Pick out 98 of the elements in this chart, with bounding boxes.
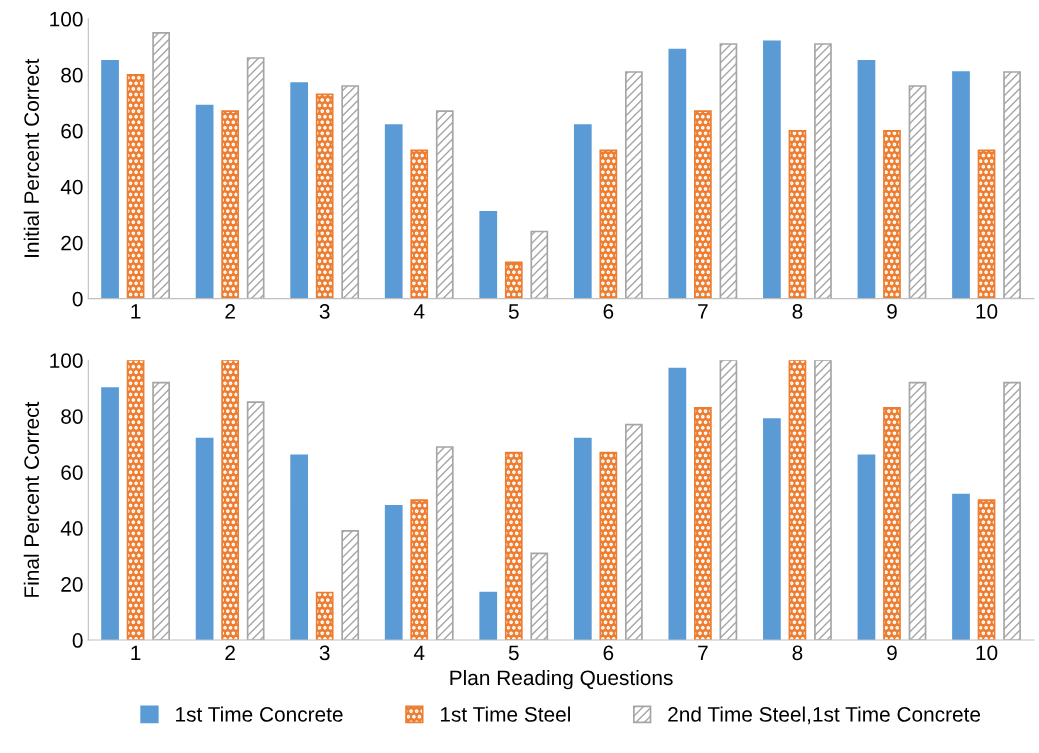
bar <box>668 367 687 641</box>
x-tick-label: 2 <box>225 645 235 661</box>
bar <box>573 124 592 299</box>
bar <box>1003 381 1021 641</box>
y-tick-label: 80 <box>61 409 83 424</box>
bar <box>719 43 738 299</box>
bar <box>435 446 454 641</box>
bar <box>410 149 429 299</box>
y-tick-label: 20 <box>61 577 83 592</box>
bar <box>530 230 549 299</box>
x-tick-label: 10 <box>976 645 998 661</box>
x-tick-label: 8 <box>792 645 803 661</box>
x-tick-label: 9 <box>887 645 897 661</box>
bar <box>504 451 523 641</box>
bar <box>694 110 712 299</box>
x-tick-label: 4 <box>413 645 425 661</box>
bar <box>341 530 360 641</box>
bar <box>530 552 549 641</box>
bar <box>977 499 996 641</box>
y-tick-label: 0 <box>72 633 83 648</box>
bar <box>315 591 334 641</box>
y-tick-label: 60 <box>61 123 83 139</box>
bar <box>504 261 523 299</box>
bar <box>246 57 265 299</box>
x-tick-label: 3 <box>319 304 330 319</box>
bar <box>341 85 360 299</box>
bar <box>435 110 454 299</box>
y-tick-label: 40 <box>60 521 83 536</box>
bar <box>290 82 309 299</box>
bar <box>126 360 145 641</box>
bar <box>290 454 309 641</box>
bar <box>599 149 618 299</box>
bar <box>384 504 403 641</box>
bar <box>763 40 781 299</box>
y-tick-label: 0 <box>72 291 83 307</box>
bar <box>599 451 618 641</box>
bar <box>479 211 498 299</box>
bar <box>152 31 170 299</box>
bar <box>908 381 927 641</box>
bar <box>719 360 738 641</box>
bar <box>246 401 265 641</box>
bar <box>221 360 240 641</box>
legend-label: 2nd Time Steel,1st Time Concrete <box>668 706 981 725</box>
x-tick-label: 5 <box>508 304 519 319</box>
bar <box>814 43 832 299</box>
bar <box>195 104 214 299</box>
bar <box>857 454 876 641</box>
x-tick-label: 1 <box>131 304 141 319</box>
x-tick-label: 7 <box>698 645 708 661</box>
x-tick-label: 10 <box>976 304 998 319</box>
y-tick-label: 80 <box>61 67 83 83</box>
bar <box>694 406 712 641</box>
bar <box>883 406 901 641</box>
x-tick-label: 4 <box>413 304 425 319</box>
bar <box>908 85 927 299</box>
x-tick-label: 2 <box>225 304 235 319</box>
x-tick-label: 9 <box>887 304 897 319</box>
x-tick-label: 6 <box>603 645 614 661</box>
y-tick-label: 100 <box>50 353 83 368</box>
bar <box>221 110 240 299</box>
x-tick-label: 3 <box>319 645 330 661</box>
y-axis-title: Initial Percent Correct <box>23 58 40 257</box>
y-tick-label: 40 <box>60 179 83 195</box>
x-tick-label: 1 <box>131 645 141 661</box>
y-axis-title: Final Percent Correct <box>23 401 40 597</box>
bar <box>952 493 970 641</box>
bar <box>573 437 592 641</box>
bar <box>126 73 145 299</box>
y-tick-label: 100 <box>50 11 83 27</box>
y-tick-label: 60 <box>61 465 83 480</box>
bar <box>624 71 643 299</box>
bar <box>1003 71 1021 299</box>
x-tick-label: 6 <box>603 304 614 319</box>
bar <box>668 48 687 299</box>
bar <box>788 360 807 641</box>
bar <box>814 360 832 641</box>
bar <box>952 71 970 299</box>
bar <box>883 129 901 299</box>
bar <box>857 59 876 299</box>
bar <box>763 418 781 641</box>
bar <box>195 437 214 641</box>
bar <box>410 499 429 641</box>
bar <box>101 59 119 299</box>
x-tick-label: 7 <box>698 304 708 319</box>
x-axis-title: Plan Reading Questions <box>450 669 673 690</box>
bar <box>624 423 643 641</box>
bar <box>479 591 498 641</box>
bar <box>384 124 403 299</box>
y-tick-label: 20 <box>61 235 83 251</box>
legend-label: 1st Time Steel <box>440 706 570 722</box>
x-tick-label: 5 <box>508 645 519 661</box>
x-tick-label: 8 <box>792 304 803 319</box>
bar <box>152 381 170 641</box>
bar <box>315 93 334 299</box>
bar <box>977 149 996 299</box>
legend-label: 1st Time Concrete <box>176 706 343 722</box>
bar <box>788 129 807 299</box>
bar <box>101 387 119 641</box>
